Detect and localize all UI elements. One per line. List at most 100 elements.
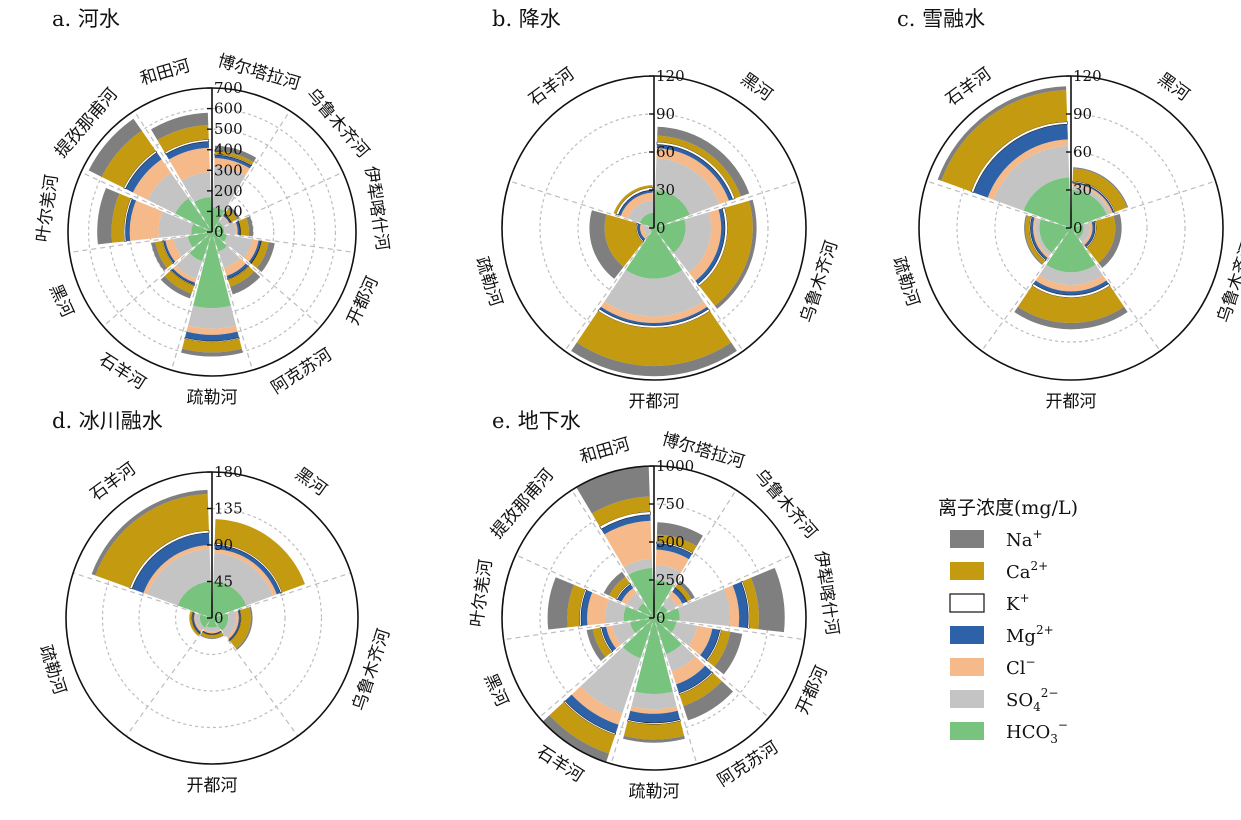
- legend-label: Ca2+: [1006, 559, 1048, 583]
- category-label: 黑河: [45, 281, 77, 320]
- category-label: 疏勒河: [187, 388, 238, 408]
- grid-spoke: [503, 617, 655, 641]
- bar-segment-cl: [1072, 183, 1113, 214]
- grid-spoke: [211, 617, 299, 737]
- bar-segment-k: [599, 627, 614, 653]
- chart-panel-5: e. 地下水02505007501000博尔塔拉河乌鲁木齐河伊犁喀什河开都河阿克…: [467, 409, 842, 802]
- bar-segment-cl: [222, 215, 230, 224]
- tick-label: 1000: [656, 457, 694, 475]
- bar-segment-k: [250, 240, 262, 265]
- bar-segment-mg2: [1030, 216, 1048, 260]
- bar-segment-na: [230, 271, 261, 295]
- category-label: 黑河: [1154, 69, 1193, 105]
- bar-segment-na: [589, 210, 624, 279]
- bar-segment-na: [714, 199, 757, 309]
- bar-segment-hco3: [175, 198, 212, 232]
- category-label: 乌鲁木齐河: [1214, 238, 1241, 325]
- tick-label: 100: [214, 202, 243, 220]
- grid-spoke: [69, 231, 213, 254]
- bar-segment-mg2: [184, 331, 240, 342]
- grid-spoke: [653, 227, 744, 352]
- bar-segment-hco3: [212, 232, 228, 242]
- category-label: 石羊河: [942, 64, 995, 110]
- category-label: 疏勒河: [629, 782, 680, 802]
- bar-segment-cl: [606, 625, 621, 649]
- bar-segment-so42: [158, 211, 194, 238]
- bar-segment-na: [750, 567, 785, 633]
- bar-segment-cl: [203, 629, 221, 634]
- bar-segment-ca2: [591, 496, 651, 527]
- bar-segment-so42: [223, 222, 236, 235]
- bar-segment-hco3: [654, 608, 680, 621]
- bar-segment-cl: [244, 239, 259, 262]
- bar-segment-ca2: [1025, 215, 1046, 264]
- bar-segment-cl: [587, 592, 610, 626]
- bar-segment-ca2: [189, 611, 200, 636]
- tick-label: 120: [656, 67, 685, 85]
- bar-segment-so42: [612, 622, 636, 645]
- bar-segment-na: [91, 489, 208, 576]
- bar-segment-cl: [1082, 222, 1093, 245]
- bar-segment-ca2: [157, 125, 209, 153]
- category-label: 和田河: [138, 56, 193, 90]
- bar-segment-k: [627, 719, 681, 725]
- bar-segment-so42: [627, 200, 654, 223]
- bar-segment-cl: [600, 301, 708, 324]
- bar-segment-cl: [724, 585, 740, 628]
- tick-label: 0: [1073, 219, 1083, 237]
- bar-segment-so42: [173, 236, 193, 257]
- category-label: 叶尔羌河: [467, 558, 496, 628]
- bar-segment-ca2: [679, 672, 722, 706]
- bar-segment-hco3: [637, 603, 654, 618]
- bar-segment-ca2: [613, 184, 653, 215]
- grid-spoke: [926, 180, 1072, 229]
- bar-segment-cl: [604, 520, 652, 568]
- grid-ring: [108, 128, 316, 336]
- bar-segment-hco3: [654, 190, 690, 228]
- bar-segment-ca2: [623, 721, 685, 740]
- bar-segment-k: [229, 609, 242, 642]
- bar-segment-na: [214, 145, 257, 163]
- bar-segment-so42: [671, 622, 698, 646]
- grid-spoke: [72, 572, 213, 619]
- grid-spoke: [571, 489, 655, 619]
- bar-segment-mg2: [617, 584, 634, 602]
- bar-segment-hco3: [628, 567, 654, 618]
- legend-swatch: [949, 593, 985, 613]
- bar-segment-cl: [571, 686, 623, 725]
- category-label: 开都河: [1046, 392, 1097, 412]
- bar-segment-mg2: [973, 124, 1068, 198]
- panel-title: e. 地下水: [492, 409, 581, 433]
- bar-segment-hco3: [206, 618, 218, 628]
- bar-segment-cl: [143, 545, 210, 595]
- bar-segment-cl: [640, 224, 648, 239]
- bar-segment-hco3: [654, 580, 674, 618]
- category-label: 乌鲁木齐河: [302, 85, 373, 162]
- tick-label: 30: [656, 181, 675, 199]
- bar-segment-cl: [987, 139, 1069, 200]
- bar-segment-so42: [631, 691, 677, 710]
- bar-segment-ca2: [238, 217, 250, 236]
- bar-segment-k: [1072, 180, 1116, 213]
- bar-segment-ca2: [101, 130, 156, 188]
- bar-segment-mg2: [125, 152, 162, 193]
- bar-segment-so42: [195, 613, 205, 631]
- bar-segment-ca2: [656, 534, 697, 553]
- tick-label: 60: [656, 143, 675, 161]
- legend-title: 离子浓度(mg/L): [938, 497, 1078, 519]
- bar-segment-mg2: [656, 543, 693, 560]
- bar-segment-k: [674, 586, 688, 603]
- bar-segment-cl: [1033, 217, 1050, 258]
- tick-label: 200: [214, 182, 243, 200]
- bar-segment-cl: [165, 238, 182, 262]
- bar-segment-na: [88, 118, 142, 177]
- bar-segment-hco3: [623, 606, 654, 622]
- grid-spoke: [564, 227, 655, 352]
- tick-label: 300: [214, 161, 243, 179]
- bar-segment-ca2: [707, 630, 731, 667]
- bar-segment-cl: [186, 325, 238, 335]
- bar-segment-na: [200, 634, 224, 640]
- bar-segment-cl: [656, 148, 729, 205]
